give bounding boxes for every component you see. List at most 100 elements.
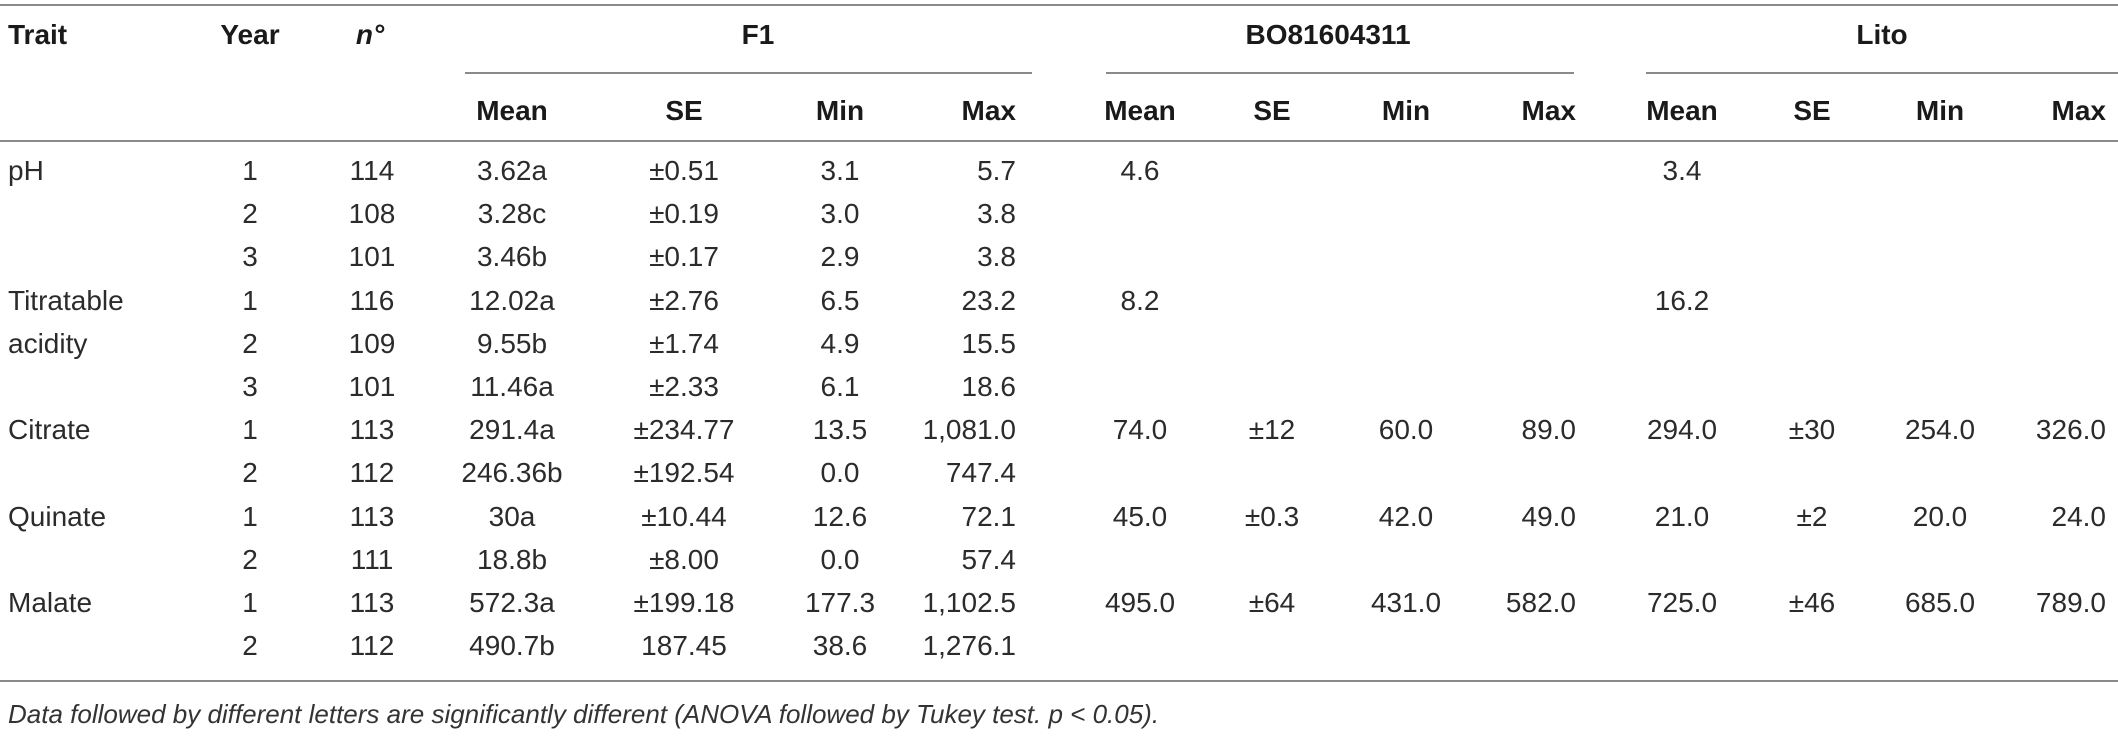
- header-subcol: Min: [815, 95, 865, 126]
- header-subcol: Mean: [1104, 95, 1176, 126]
- group-underline-0: [465, 72, 1032, 74]
- table-cell: ±30: [1788, 414, 1836, 446]
- top-rule: [0, 4, 2118, 6]
- row-n: 113: [349, 414, 395, 446]
- header-trait: Trait: [8, 19, 68, 50]
- row-n: 114: [349, 155, 395, 186]
- table-cell: 1,276.1: [922, 630, 1016, 662]
- row-n: 101: [348, 371, 396, 402]
- row-n: 109: [348, 327, 396, 359]
- table-cell: 18.6: [961, 371, 1017, 402]
- row-year: 2: [242, 543, 258, 575]
- table-cell: 3.46b: [476, 241, 548, 273]
- table-cell: ±0.3: [1244, 500, 1300, 532]
- table-cell: ±46: [1788, 587, 1836, 618]
- table-cell: 789.0: [2035, 587, 2106, 618]
- row-year: 2: [242, 198, 258, 230]
- table-cell: 3.4: [1662, 155, 1702, 186]
- row-year: 2: [242, 630, 258, 662]
- header-group-0: F1: [741, 19, 775, 50]
- table-cell: ±64: [1248, 587, 1296, 618]
- header-subcol: SE: [1253, 95, 1291, 126]
- row-year: 1: [242, 414, 258, 446]
- table-cell: 291.4a: [469, 414, 555, 446]
- row-year: 1: [242, 587, 258, 618]
- row-trait: acidity: [8, 327, 88, 359]
- table-cell: 725.0: [1646, 587, 1718, 618]
- table-cell: 30a: [488, 500, 536, 532]
- table-cell: ±10.44: [641, 500, 727, 532]
- row-year: 1: [242, 500, 258, 532]
- table-cell: 6.5: [820, 284, 860, 316]
- table-cell: 431.0: [1370, 587, 1442, 618]
- table-cell: ±8.00: [649, 543, 719, 575]
- table-cell: 12.6: [812, 500, 868, 532]
- row-year: 3: [242, 371, 258, 402]
- table-cell: 3.8: [977, 241, 1016, 273]
- table-cell: 38.6: [812, 630, 868, 662]
- table-cell: ±0.19: [649, 198, 719, 230]
- table-cell: ±234.77: [633, 414, 735, 446]
- table-cell: 20.0: [1912, 500, 1968, 532]
- table-cell: 11.46a: [470, 371, 554, 402]
- header-subcol: Min: [1915, 95, 1965, 126]
- table-cell: ±1.74: [649, 327, 719, 359]
- row-trait: Titratable: [8, 284, 124, 316]
- header-subcol: Mean: [1646, 95, 1718, 126]
- table-cell: 4.6: [1120, 155, 1160, 186]
- table-cell: ±2.33: [649, 371, 719, 402]
- table-cell: 23.2: [961, 284, 1017, 316]
- table-cell: 15.5: [961, 327, 1017, 359]
- row-year: 1: [242, 155, 258, 186]
- table-cell: 21.0: [1654, 500, 1710, 532]
- header-group-2: Lito: [1856, 19, 1908, 50]
- table-cell: 187.45: [641, 630, 727, 662]
- table-cell: 3.1: [820, 155, 860, 186]
- table-cell: ±192.54: [633, 457, 735, 489]
- table-cell: 5.7: [977, 155, 1016, 186]
- table-cell: ±0.17: [649, 241, 719, 273]
- table-cell: 18.8b: [476, 543, 548, 575]
- table-footnote: Data followed by different letters are s…: [8, 699, 1160, 729]
- table-cell: 495.0: [1104, 587, 1176, 618]
- row-n: 112: [349, 630, 395, 662]
- header-n: n°: [355, 19, 385, 50]
- table-cell: 4.9: [820, 327, 860, 359]
- row-trait: pH: [8, 155, 44, 186]
- table-cell: 16.2: [1654, 284, 1710, 316]
- row-year: 3: [242, 241, 258, 273]
- table-cell: 3.8: [977, 198, 1016, 230]
- table-cell: 24.0: [2051, 500, 2107, 532]
- table-cell: 747.4: [945, 457, 1016, 489]
- table-cell: 326.0: [2035, 414, 2106, 446]
- header-subcol: Mean: [476, 95, 548, 126]
- table-cell: 9.55b: [476, 327, 548, 359]
- table-cell: 294.0: [1646, 414, 1718, 446]
- table-cell: 13.5: [812, 414, 868, 446]
- table-cell: 74.0: [1112, 414, 1168, 446]
- table-cell: 177.3: [804, 587, 876, 618]
- table-cell: 6.1: [820, 371, 860, 402]
- table-cell: 1,081.0: [922, 414, 1016, 446]
- group-underline-1: [1106, 72, 1574, 74]
- header-subcol: SE: [1793, 95, 1831, 126]
- table-cell: 2.9: [820, 241, 860, 273]
- header-group-1: BO81604311: [1245, 19, 1411, 50]
- table-cell: 3.62a: [476, 155, 548, 186]
- row-year: 2: [242, 327, 258, 359]
- table-cell: 57.4: [961, 543, 1017, 575]
- table-cell: 572.3a: [469, 587, 555, 618]
- table-cell: 3.0: [820, 198, 860, 230]
- group-underline-2: [1646, 72, 2118, 74]
- row-n: 112: [349, 457, 395, 489]
- row-n: 108: [348, 198, 396, 230]
- header-subcol: Max: [2051, 95, 2106, 126]
- row-year: 2: [242, 457, 258, 489]
- table-cell: 254.0: [1904, 414, 1976, 446]
- table-cell: 0.0: [820, 457, 860, 489]
- row-year: 1: [242, 284, 258, 316]
- table-cell: 12.02a: [469, 284, 555, 316]
- table-cell: ±12: [1248, 414, 1296, 446]
- table-cell: 72.1: [961, 500, 1017, 532]
